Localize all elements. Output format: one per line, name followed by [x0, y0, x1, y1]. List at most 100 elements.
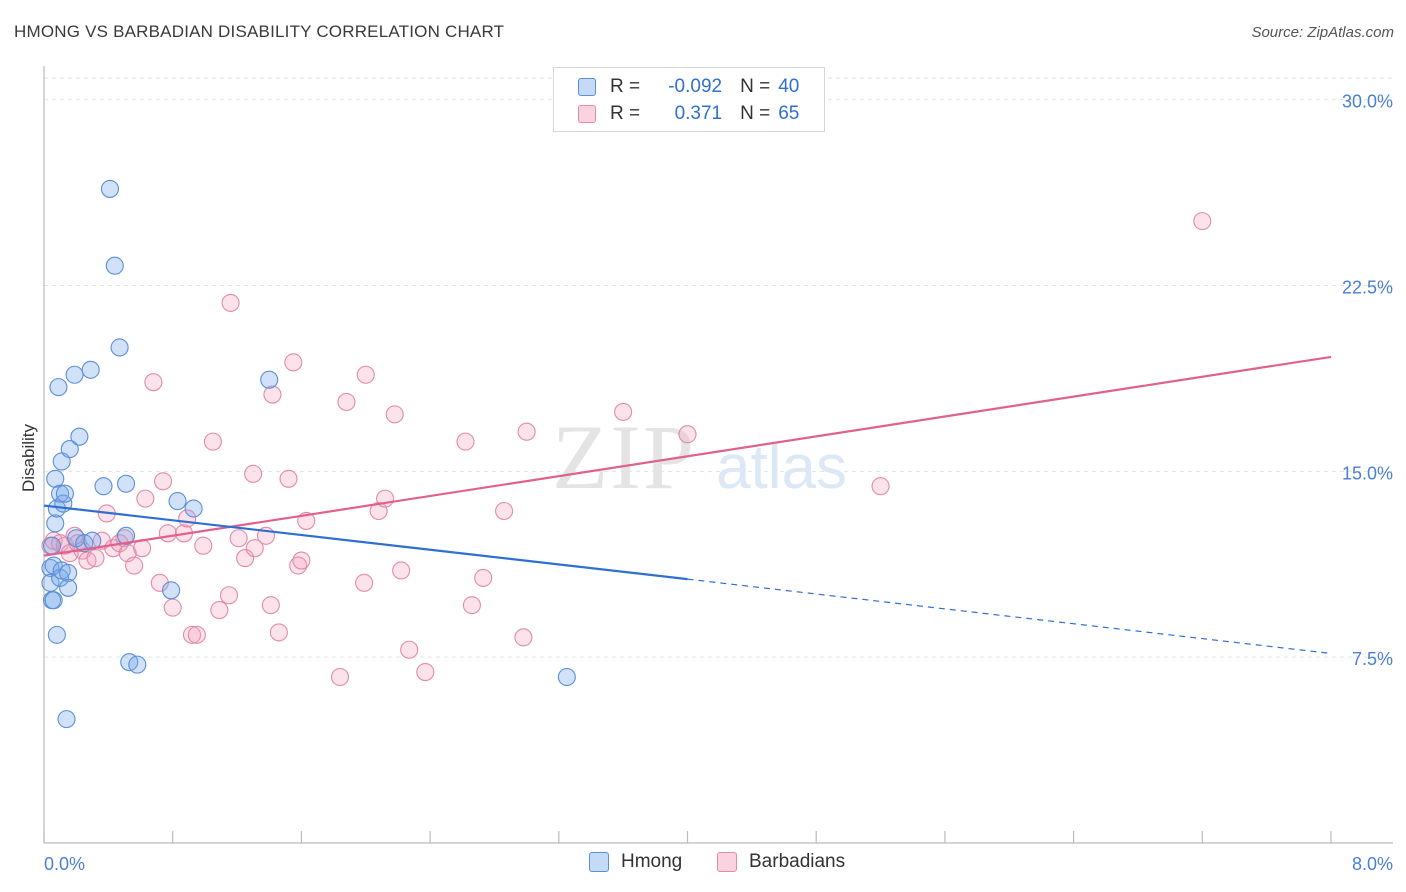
- barbadians-point: [678, 425, 697, 444]
- barbadians-point: [210, 601, 229, 620]
- hmong-point: [70, 427, 89, 446]
- hmong-point: [162, 581, 181, 600]
- hmong-point: [128, 655, 147, 674]
- barbadians-point: [337, 392, 356, 412]
- legend-item-hmong[interactable]: Hmong: [589, 851, 682, 873]
- barbadians-point: [356, 365, 375, 384]
- hmong-point: [42, 536, 62, 555]
- hmong-point: [59, 563, 78, 582]
- hmong-point: [110, 338, 129, 357]
- axes: [43, 66, 1393, 844]
- barbadians-point: [514, 628, 533, 647]
- hmong-point: [116, 526, 136, 545]
- hmong-point: [94, 477, 113, 496]
- barbadians-point: [385, 405, 404, 424]
- hmong-point: [100, 179, 120, 198]
- barbadians-point: [263, 385, 282, 404]
- barbadians-point: [517, 422, 536, 441]
- hmong-point: [105, 256, 124, 275]
- chart-title: HMONG VS BARBADIAN DISABILITY CORRELATIO…: [14, 22, 505, 41]
- barbadians-point: [194, 536, 213, 555]
- r-label: R =: [610, 76, 641, 97]
- barbadians-point: [269, 623, 288, 642]
- correlation-legend: R = -0.092 N = 40 R = 0.371 N = 65: [553, 67, 825, 132]
- y-tick-label: 15.0%: [1342, 463, 1393, 483]
- y-tick-label: 30.0%: [1342, 92, 1393, 112]
- barbadians-point: [330, 667, 350, 687]
- barbadians-point: [284, 353, 303, 372]
- barbadians-point: [392, 561, 411, 580]
- hmong-point: [60, 440, 79, 459]
- y-tick-label: 7.5%: [1352, 649, 1393, 669]
- source-label: Source: ZipAtlas.com: [1251, 24, 1394, 41]
- legend-label-barbadians: Barbadians: [749, 851, 846, 872]
- hmong-point: [57, 710, 76, 729]
- barbadians-point: [150, 573, 169, 592]
- barbadians-point: [203, 432, 222, 451]
- hmong-point: [81, 360, 100, 379]
- barbadians-point: [614, 402, 633, 421]
- hmong-legend-swatch: [589, 852, 609, 872]
- x-tick-label: 8.0%: [1352, 854, 1393, 874]
- barbadians-point: [871, 477, 890, 496]
- hmong-point: [51, 484, 70, 503]
- barbadians-point: [229, 529, 248, 548]
- barbadians-point: [182, 625, 202, 644]
- y-axis-label: Disability: [19, 423, 38, 492]
- barbadians-point: [221, 293, 240, 312]
- barbadians-point: [144, 373, 163, 392]
- barbadians-point: [456, 432, 475, 451]
- barbadians-point: [219, 586, 239, 605]
- hmong-point: [46, 514, 65, 533]
- hmong-trendline: [43, 504, 688, 581]
- barbadians-point: [236, 549, 255, 568]
- barbadians-point: [495, 501, 514, 521]
- legend-label-hmong: Hmong: [621, 851, 683, 872]
- barbadians-point: [244, 464, 263, 483]
- hmong-points: [41, 179, 576, 729]
- barbadians-point: [261, 596, 280, 615]
- barbadians-point: [355, 573, 374, 592]
- x-tick-label: 0.0%: [44, 854, 85, 874]
- watermark: ZIP atlas: [552, 406, 847, 508]
- hmong-point: [260, 370, 279, 389]
- barbadians-point: [187, 625, 206, 644]
- barbadians-point: [136, 489, 155, 508]
- watermark-zip: ZIP: [552, 406, 696, 508]
- legend-row-barbadians: R = 0.371 N = 65: [578, 101, 799, 127]
- hmong-point: [59, 578, 78, 597]
- n-value: 65: [778, 103, 800, 124]
- hmong-point: [55, 484, 74, 503]
- barbadians-legend-swatch: [717, 852, 737, 872]
- hmong-point: [184, 499, 203, 518]
- gridlines: [44, 77, 1393, 658]
- n-label: N =: [740, 103, 771, 124]
- barbadians-point: [245, 539, 264, 558]
- r-value: -0.092: [668, 76, 723, 97]
- barbadians-point: [1193, 212, 1212, 231]
- hmong-point: [44, 591, 63, 610]
- barbadians-point: [86, 549, 105, 568]
- barbadians-point: [279, 469, 298, 488]
- n-value: 40: [778, 76, 800, 97]
- hmong-point: [41, 558, 60, 578]
- barbadians-point: [158, 524, 177, 543]
- series-legend: Hmong Barbadians: [0, 851, 1406, 877]
- hmong-point: [557, 667, 576, 687]
- barbadians-point: [416, 662, 435, 682]
- barbadians-point: [292, 551, 311, 570]
- barbadians-point: [474, 568, 493, 587]
- barbadians-swatch: [578, 105, 596, 123]
- hmong-point: [49, 378, 68, 397]
- hmong-point: [168, 492, 187, 511]
- n-label: N =: [740, 76, 771, 97]
- barbadians-trendline: [43, 355, 1332, 557]
- legend-item-barbadians[interactable]: Barbadians: [717, 851, 845, 873]
- barbadians-point: [125, 556, 144, 575]
- tick-labels: 7.5% 15.0% 22.5% 30.0% 0.0% 8.0%: [44, 92, 1393, 874]
- barbadians-point: [153, 472, 173, 491]
- r-value: 0.371: [674, 103, 723, 124]
- barbadians-point: [400, 640, 419, 659]
- barbadians-point: [163, 598, 182, 617]
